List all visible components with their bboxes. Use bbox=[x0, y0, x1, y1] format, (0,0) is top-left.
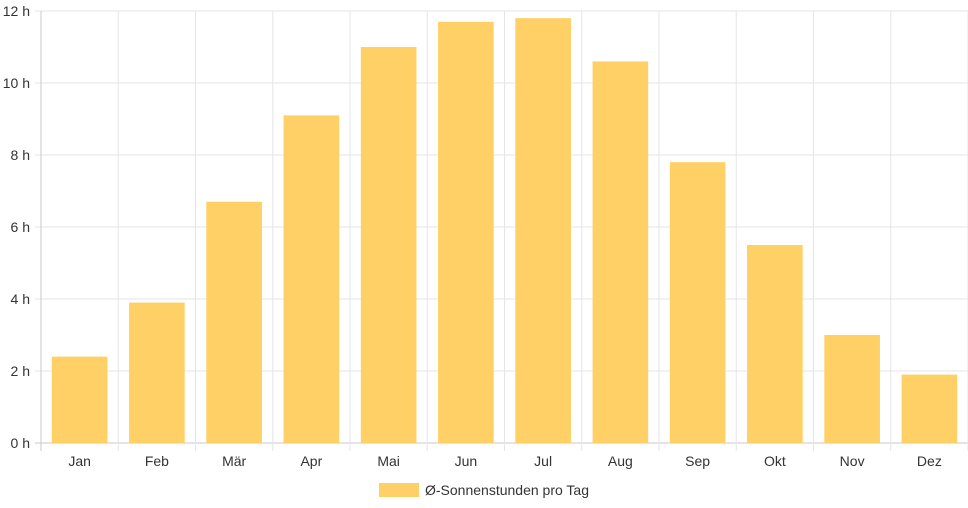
bar[interactable] bbox=[824, 335, 880, 443]
bar[interactable] bbox=[438, 21, 494, 444]
x-tick-label: Jul bbox=[534, 453, 552, 469]
x-tick-label: Mai bbox=[377, 453, 400, 469]
legend-label: Ø-Sonnenstunden pro Tag bbox=[425, 482, 589, 498]
x-tick-label: Sep bbox=[685, 453, 710, 469]
bars bbox=[51, 18, 958, 444]
bar[interactable] bbox=[747, 245, 803, 443]
y-tick-label: 0 h bbox=[11, 435, 30, 451]
y-tick-label: 12 h bbox=[3, 3, 30, 19]
legend-swatch bbox=[379, 483, 419, 497]
legend[interactable]: Ø-Sonnenstunden pro Tag bbox=[0, 480, 968, 500]
axes: 0 h 2 h 4 h 6 h 8 h 10 h 12 h Jan Feb Mär Apr Mai Ju… bbox=[3, 3, 942, 469]
bar[interactable] bbox=[901, 374, 958, 443]
y-tick-label: 6 h bbox=[11, 219, 30, 235]
y-tick-label: 4 h bbox=[11, 291, 30, 307]
bar[interactable] bbox=[669, 162, 726, 443]
x-tick-label: Nov bbox=[840, 453, 865, 469]
grid bbox=[35, 10, 968, 451]
y-tick-label: 8 h bbox=[11, 147, 30, 163]
bar[interactable] bbox=[515, 18, 571, 443]
x-tick-label: Jun bbox=[455, 453, 478, 469]
bar[interactable] bbox=[283, 115, 340, 444]
bar[interactable] bbox=[206, 201, 262, 443]
x-tick-label: Aug bbox=[608, 453, 633, 469]
x-tick-label: Dez bbox=[917, 453, 942, 469]
x-tick-label: Feb bbox=[145, 453, 169, 469]
x-tick-label: Okt bbox=[764, 453, 786, 469]
bar[interactable] bbox=[592, 61, 649, 444]
bar[interactable] bbox=[360, 47, 417, 443]
bar[interactable] bbox=[51, 356, 108, 443]
x-tick-label: Apr bbox=[300, 453, 322, 469]
y-tick-label: 2 h bbox=[11, 363, 30, 379]
y-tick-label: 10 h bbox=[3, 75, 30, 91]
x-tick-label: Jan bbox=[68, 453, 91, 469]
x-tick-label: Mär bbox=[222, 453, 246, 469]
bar[interactable] bbox=[129, 302, 185, 443]
